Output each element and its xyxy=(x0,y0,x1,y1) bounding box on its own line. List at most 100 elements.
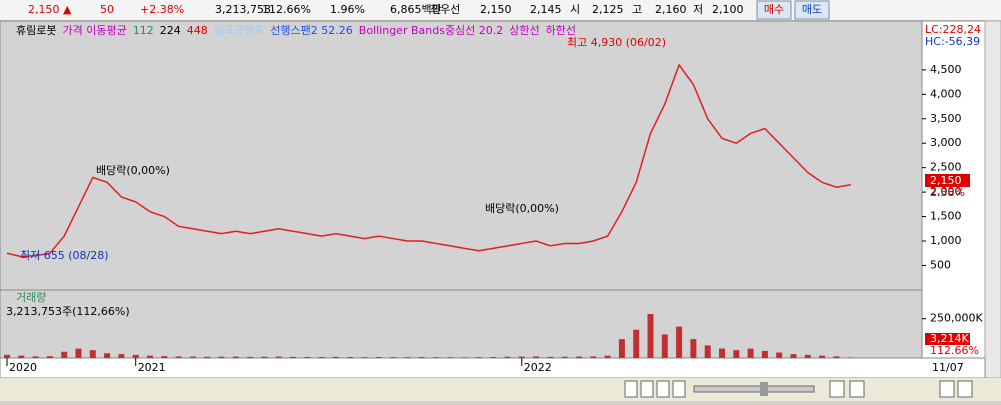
volume-bar xyxy=(733,350,740,358)
volume-bar xyxy=(604,355,611,358)
volume-bar xyxy=(776,352,783,358)
volume-bar xyxy=(547,356,554,358)
ticker-item: 2,145 xyxy=(530,3,562,16)
volume-bar xyxy=(618,339,625,358)
panel-title: 거래량 xyxy=(16,291,46,304)
volume-bar xyxy=(490,357,497,358)
volume-bar xyxy=(75,348,82,358)
volume-bar xyxy=(132,354,139,358)
volume-bar xyxy=(576,356,582,358)
scroll-left-button[interactable] xyxy=(624,380,638,398)
ticker-item: 3,213,753 xyxy=(215,3,271,16)
volume-bar xyxy=(819,355,826,358)
ticker-item: 2,100 xyxy=(712,3,744,16)
first-button[interactable] xyxy=(640,380,654,398)
toolbar-controls xyxy=(624,380,973,398)
y-tick-label: 2,000 xyxy=(930,185,962,198)
right-label: 3,214K xyxy=(930,332,969,345)
volume-bar xyxy=(275,356,282,358)
volume-bar xyxy=(433,357,439,358)
zoom-slider[interactable] xyxy=(693,385,815,393)
annotation: 최저 655 (08/28) xyxy=(20,249,109,262)
volume-bar xyxy=(561,356,568,358)
stop-button[interactable] xyxy=(656,380,670,398)
plus-button[interactable] xyxy=(957,380,973,398)
ticker-bar xyxy=(0,0,1001,20)
plot-area xyxy=(0,20,923,359)
volume-bar xyxy=(61,351,68,358)
volume-bar xyxy=(318,357,325,358)
volume-bar xyxy=(676,326,683,358)
volume-bar xyxy=(247,356,254,358)
volume-bar xyxy=(4,354,10,358)
volume-bar xyxy=(690,339,697,358)
legend-item: 가격 이동평균 xyxy=(62,24,126,37)
order-button[interactable] xyxy=(794,0,830,20)
volume-bar xyxy=(261,356,268,358)
toolbar xyxy=(0,378,1001,401)
scrollbar[interactable] xyxy=(984,20,1001,379)
volume-bar xyxy=(361,357,368,358)
volume-bar xyxy=(204,356,211,358)
ticker-item: 50 xyxy=(100,3,114,16)
panel-summary: 3,213,753주(112,66%) xyxy=(6,305,130,318)
volume-bar xyxy=(719,348,725,358)
y-tick-label: 3,500 xyxy=(930,112,962,125)
right-label: 112.66% xyxy=(930,344,979,357)
annotation: 배당락(0,00%) xyxy=(96,164,170,177)
volume-bar xyxy=(633,329,640,358)
minus-button[interactable] xyxy=(939,380,955,398)
zoom-out-button[interactable] xyxy=(849,380,865,398)
volume-bar xyxy=(504,356,511,358)
zoom-in-button[interactable] xyxy=(829,380,845,398)
ticker-item: 1.96% xyxy=(330,3,365,16)
y-tick-label: 500 xyxy=(930,258,951,271)
ticker-item: 2,150 xyxy=(480,3,512,16)
ticker-item: 2,150 ▲ xyxy=(28,3,72,16)
order-button-label[interactable]: 매도 xyxy=(802,3,822,16)
right-axis xyxy=(921,20,986,359)
volume-bar xyxy=(18,355,25,358)
price-line xyxy=(6,63,851,258)
ticker-item: 2,160 xyxy=(655,3,687,16)
legend-item: 휴림로봇 xyxy=(16,24,56,37)
right-label: 2,150 xyxy=(930,174,962,187)
legend-item: 448 xyxy=(187,24,208,37)
volume-bar xyxy=(447,357,454,358)
ticker-item: 시 xyxy=(570,3,580,16)
right-label: 2.38% xyxy=(930,186,965,199)
right-label: LC:228,24 xyxy=(925,23,981,36)
volume-bar xyxy=(761,350,768,358)
y-tick-label: 2,500 xyxy=(930,161,962,174)
y-tick-label: 1,500 xyxy=(930,210,962,223)
volume-bar xyxy=(32,356,39,358)
y-tick-label: 4,500 xyxy=(930,63,962,76)
order-button[interactable] xyxy=(756,0,792,20)
annotation: 배당락(0,00%) xyxy=(485,202,559,215)
order-button-label[interactable]: 매수 xyxy=(764,3,784,16)
volume-bar xyxy=(232,356,239,358)
volume-bar xyxy=(704,345,711,358)
volume-bar xyxy=(461,357,468,358)
legend-item: Bollinger Bands중심선 20.2 xyxy=(359,24,504,37)
volume-bar xyxy=(418,357,425,358)
y-tick-label: 3,000 xyxy=(930,136,962,149)
volume-bar xyxy=(833,356,840,358)
x-tick-label: 2020 xyxy=(9,361,37,374)
volume-bar xyxy=(118,354,125,358)
volume-bar xyxy=(804,354,811,358)
volume-bar xyxy=(89,350,96,358)
volume-bar xyxy=(790,354,797,358)
ticker-item: 2,125 xyxy=(592,3,624,16)
price-marker xyxy=(925,174,970,187)
legend-item: 상한선 xyxy=(509,24,539,37)
zoom-thumb[interactable] xyxy=(760,382,768,396)
volume-bar xyxy=(661,334,668,358)
last-button[interactable] xyxy=(672,380,686,398)
volume-bar xyxy=(332,356,339,358)
volume-bar xyxy=(347,357,354,358)
y-tick-label: 1,000 xyxy=(930,234,962,247)
volume-bar xyxy=(475,357,482,358)
volume-bar xyxy=(533,356,540,358)
